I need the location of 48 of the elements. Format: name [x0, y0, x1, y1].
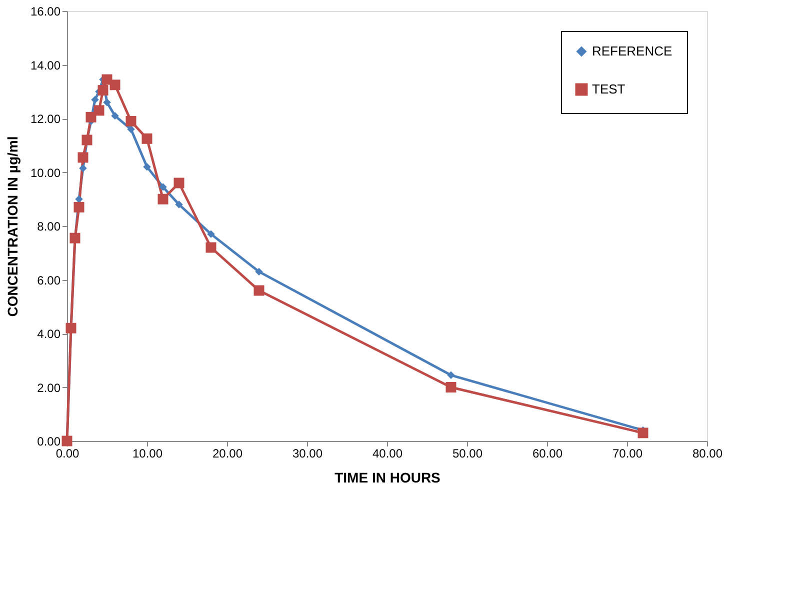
- y-tick-label: 16.00: [30, 4, 61, 18]
- point: [159, 183, 167, 191]
- point: [91, 96, 99, 104]
- x-tick-label: 80.00: [692, 446, 723, 460]
- y-tick-label: 0.00: [37, 434, 61, 448]
- point: [158, 194, 168, 204]
- point: [174, 178, 184, 188]
- point: [79, 164, 87, 172]
- x-tick-label: 70.00: [612, 446, 643, 460]
- point: [142, 133, 152, 144]
- point: [111, 112, 119, 120]
- point: [98, 85, 108, 96]
- legend-label: TEST: [592, 82, 626, 96]
- x-tick-label: 40.00: [372, 446, 403, 460]
- y-tick-label: 10.00: [30, 166, 61, 180]
- point: [75, 195, 83, 203]
- y-tick-label: 8.00: [37, 220, 61, 234]
- point: [207, 230, 215, 238]
- y-tick-label: 2.00: [37, 380, 61, 395]
- y-tick-label: 14.00: [30, 58, 61, 72]
- point: [447, 371, 455, 380]
- y-tick-label: 6.00: [37, 273, 61, 288]
- point: [94, 105, 104, 116]
- point: [74, 202, 84, 212]
- point: [638, 428, 648, 438]
- point: [103, 98, 111, 106]
- x-tick-label: 10.00: [132, 446, 163, 460]
- x-axis-title: TIME IN HOURS: [334, 470, 440, 486]
- point: [78, 152, 88, 163]
- point: [110, 80, 120, 90]
- point: [127, 125, 135, 134]
- x-tick-label: 20.00: [212, 446, 243, 460]
- y-axis-title: CONCENTRATION IN µg/ml: [4, 136, 20, 317]
- point: [143, 163, 151, 171]
- y-tick-label: 12.00: [30, 112, 61, 126]
- legend-label: REFERENCE: [592, 44, 673, 58]
- x-tick-label: 30.00: [292, 446, 323, 460]
- point: [255, 268, 263, 276]
- point: [254, 285, 264, 296]
- x-tick-label: 60.00: [532, 446, 563, 460]
- point: [175, 200, 183, 208]
- x-tick-label: 50.00: [452, 446, 483, 460]
- point: [446, 382, 456, 392]
- point: [206, 242, 216, 253]
- point: [126, 116, 136, 126]
- point: [70, 232, 80, 244]
- x-tick-label: 0.00: [56, 446, 80, 460]
- y-tick-label: 4.00: [37, 327, 61, 341]
